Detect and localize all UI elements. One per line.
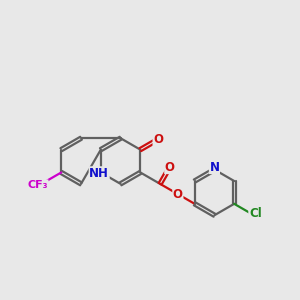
Text: NH: NH (89, 167, 109, 180)
Text: O: O (173, 188, 183, 201)
Text: O: O (165, 160, 175, 174)
Text: O: O (153, 133, 163, 146)
Text: N: N (209, 160, 219, 173)
Text: Cl: Cl (249, 207, 262, 220)
Text: CF₃: CF₃ (27, 180, 48, 190)
